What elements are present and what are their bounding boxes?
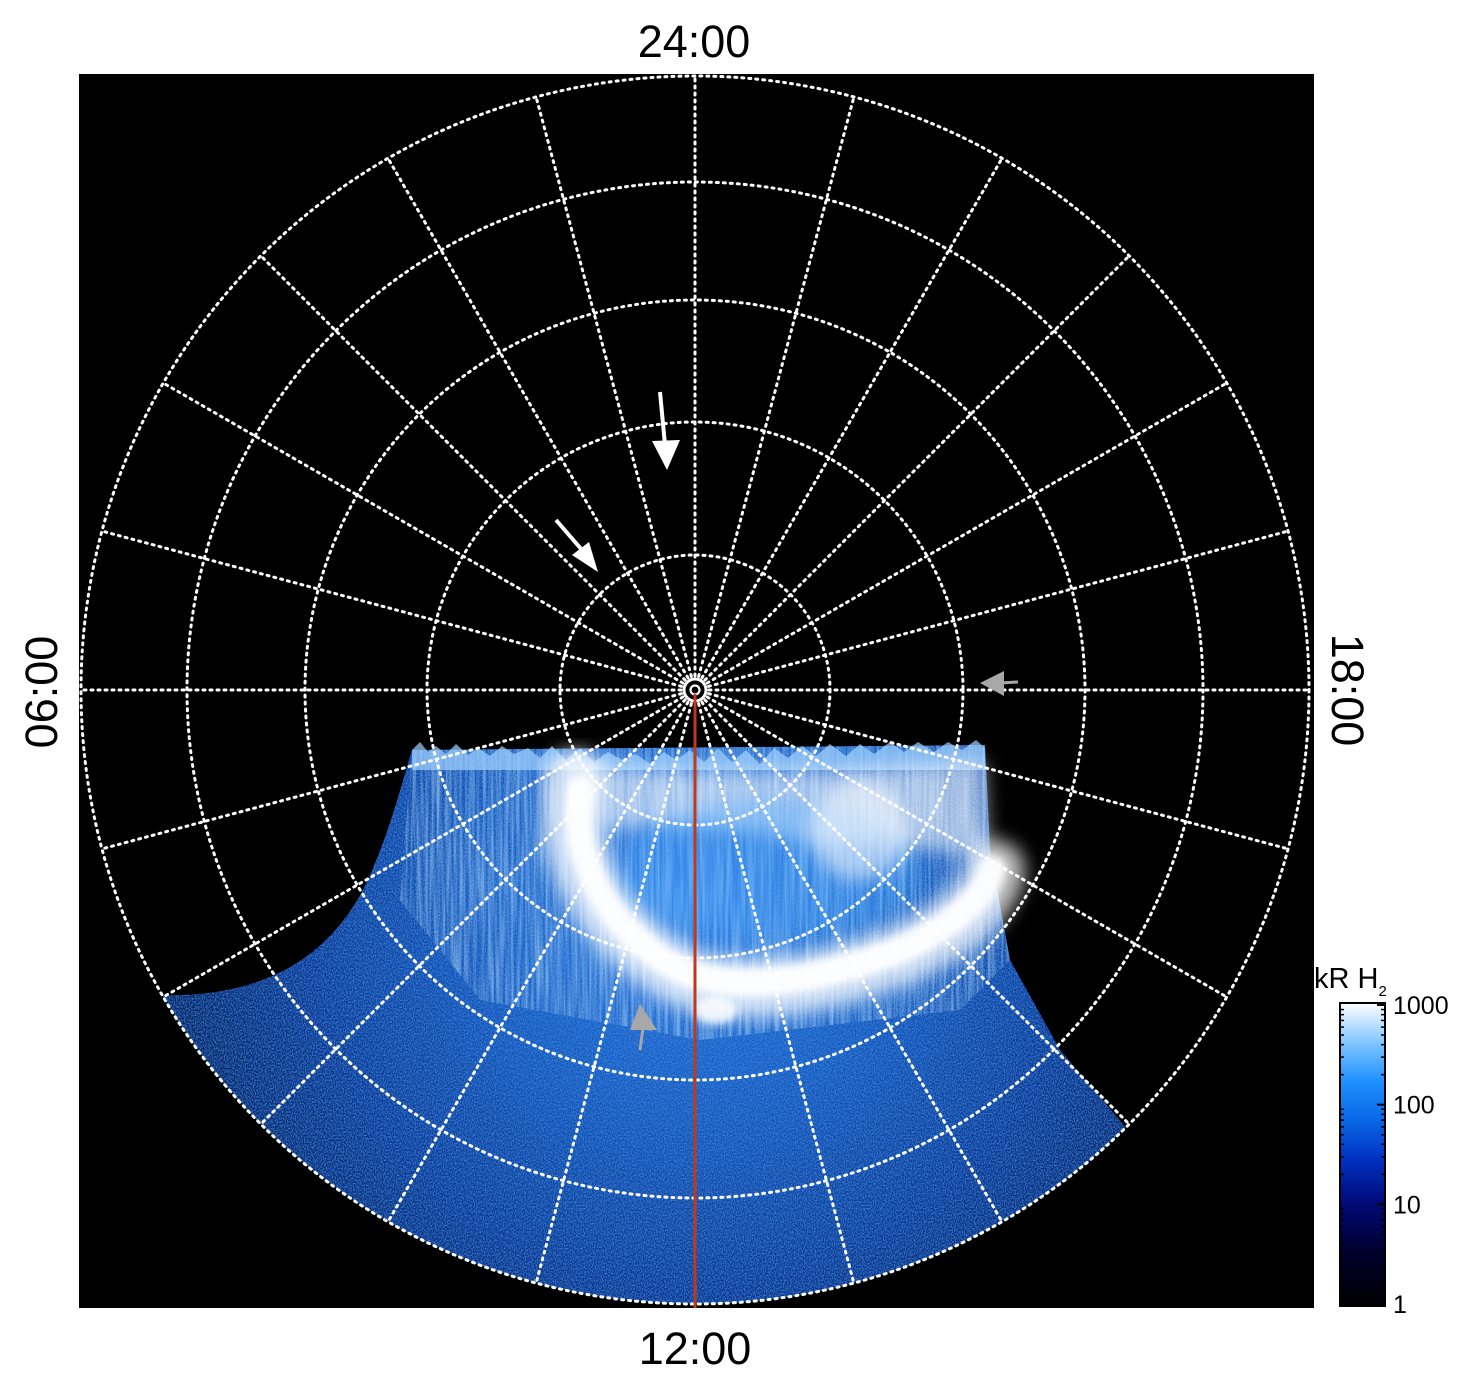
- meridian-line: [259, 254, 687, 682]
- meridian-line: [386, 156, 690, 680]
- label-right-18-00: 18:00: [1322, 634, 1373, 747]
- meridian-line: [707, 692, 1290, 851]
- meridian-line: [703, 698, 1131, 1126]
- meridian-line: [386, 700, 690, 1224]
- colorbar-label: kR H2: [1314, 963, 1387, 1000]
- meridian-line: [700, 700, 1004, 1224]
- meridian-line: [700, 156, 1004, 680]
- bright-spot: [693, 996, 737, 1024]
- label-left-06-00: 06:00: [16, 636, 67, 749]
- meridian-line: [534, 95, 693, 678]
- northwest-arrow: [554, 518, 598, 572]
- colorbar-tick-label: 1: [1393, 1291, 1407, 1319]
- colorbar-tick-label: 1000: [1393, 992, 1449, 1020]
- label-top-24-00: 24:00: [638, 16, 751, 67]
- meridian-line: [534, 702, 693, 1285]
- meridian-line: [161, 695, 685, 999]
- colorbar-ticks: 1000 100 10 1: [1340, 992, 1449, 1319]
- meridian-line: [697, 702, 856, 1285]
- meridian-line: [100, 529, 683, 688]
- meridian-line: [707, 529, 1290, 688]
- meridian-line: [161, 381, 685, 685]
- latitude-circle: [79, 74, 1311, 1306]
- colorbar-gradient: [1339, 1002, 1386, 1307]
- meridian-line: [705, 695, 1229, 999]
- colorbar-tick-label: 10: [1393, 1191, 1421, 1219]
- colorbar-label-subscript: 2: [1378, 983, 1386, 1000]
- meridian-line: [703, 254, 1131, 682]
- label-bottom-12-00: 12:00: [639, 1323, 752, 1374]
- east-arrow: [980, 671, 1019, 696]
- meridian-line: [100, 692, 683, 851]
- meridian-line: [697, 95, 856, 678]
- meridian-line: [259, 698, 687, 1126]
- north-arrow: [652, 391, 680, 470]
- colorbar: kR H2 1000 100 10 1: [1314, 963, 1449, 1319]
- colorbar-tick-label: 100: [1393, 1092, 1435, 1120]
- meridian-line: [705, 381, 1229, 685]
- south-arrow: [630, 1004, 657, 1051]
